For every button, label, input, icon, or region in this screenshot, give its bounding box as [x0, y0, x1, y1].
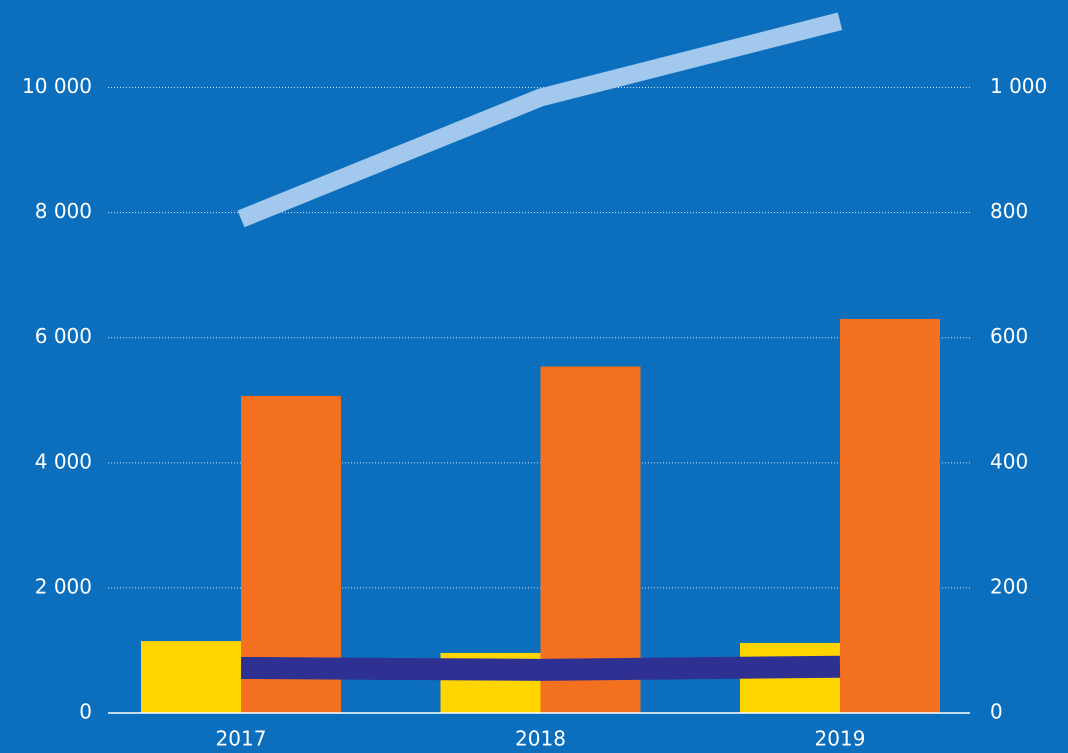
y2-tick-label: 0 — [990, 700, 1003, 724]
y-tick-label: 6 000 — [35, 324, 92, 348]
bar — [840, 318, 940, 713]
bar — [540, 366, 641, 713]
x-tick-label: 2017 — [216, 727, 267, 751]
y-tick-label: 10 000 — [22, 74, 92, 98]
y2-tick-label: 200 — [990, 574, 1028, 598]
y2-tick-label: 400 — [990, 449, 1028, 473]
x-tick-label: 2019 — [815, 727, 866, 751]
y-tick-label: 4 000 — [35, 449, 92, 473]
x-tick-label: 2018 — [515, 727, 566, 751]
y-tick-label: 2 000 — [35, 574, 92, 598]
y2-tick-label: 1 000 — [990, 74, 1047, 98]
y2-tick-label: 800 — [990, 199, 1028, 223]
bar — [141, 641, 241, 713]
y2-tick-label: 600 — [990, 324, 1028, 348]
y-tick-label: 8 000 — [35, 199, 92, 223]
y-tick-label: 0 — [79, 700, 92, 724]
line-series — [240, 655, 841, 681]
line-series — [237, 12, 843, 228]
